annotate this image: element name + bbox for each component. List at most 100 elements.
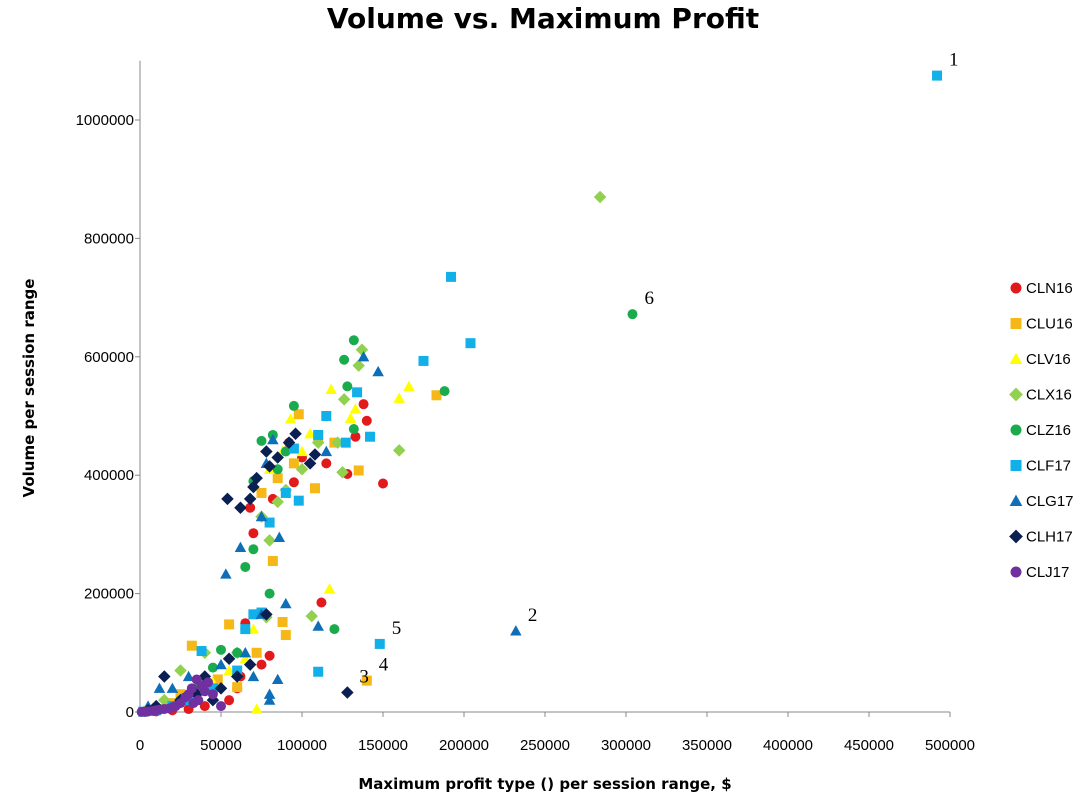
data-point bbox=[280, 487, 291, 498]
data-point bbox=[247, 670, 260, 682]
legend-item-clh17: CLH17 bbox=[1009, 529, 1073, 546]
data-point bbox=[295, 463, 309, 476]
data-point bbox=[282, 436, 296, 449]
data-point bbox=[313, 666, 324, 677]
data-point bbox=[372, 365, 384, 377]
data-point bbox=[431, 390, 442, 401]
data-point bbox=[248, 609, 259, 620]
data-point bbox=[264, 650, 275, 661]
data-point bbox=[352, 387, 363, 398]
data-point bbox=[263, 460, 276, 473]
annotation-label: 4 bbox=[379, 655, 389, 676]
data-point bbox=[255, 510, 268, 522]
data-point bbox=[264, 588, 275, 599]
data-point bbox=[234, 541, 247, 553]
data-point bbox=[280, 597, 292, 609]
y-tick-label: 800000 bbox=[84, 230, 134, 247]
data-point bbox=[136, 706, 147, 717]
data-point bbox=[232, 682, 243, 693]
annotation-label: 1 bbox=[949, 50, 959, 71]
legend-marker bbox=[1009, 529, 1023, 544]
legend-marker bbox=[1010, 424, 1022, 436]
data-point bbox=[350, 431, 361, 442]
data-point bbox=[273, 531, 286, 542]
data-point bbox=[243, 492, 257, 506]
legend-marker bbox=[1010, 282, 1022, 294]
data-point bbox=[239, 647, 252, 658]
legend-item-clf17: CLF17 bbox=[1010, 458, 1071, 475]
data-point bbox=[248, 544, 259, 555]
data-point bbox=[284, 413, 297, 424]
data-point bbox=[188, 698, 199, 709]
data-point bbox=[196, 646, 207, 657]
data-point bbox=[352, 359, 365, 372]
series-clj17 bbox=[136, 674, 226, 717]
x-tick-label: 350000 bbox=[682, 737, 732, 754]
data-point bbox=[308, 448, 322, 461]
data-point bbox=[240, 561, 251, 572]
y-tick-label: 0 bbox=[126, 704, 134, 721]
legend-item-clx16: CLX16 bbox=[1009, 387, 1072, 404]
chart-title: Volume vs. Maximum Profit bbox=[327, 2, 759, 35]
data-point bbox=[251, 647, 262, 658]
data-point bbox=[232, 647, 243, 658]
data-point bbox=[288, 477, 299, 488]
data-point bbox=[207, 662, 218, 673]
legend-label: CLF17 bbox=[1026, 458, 1071, 475]
data-point bbox=[344, 412, 357, 423]
data-point bbox=[247, 480, 260, 494]
data-point bbox=[627, 309, 638, 320]
legend-label: CLG17 bbox=[1026, 493, 1074, 510]
data-point bbox=[392, 444, 406, 457]
x-tick-label: 0 bbox=[136, 737, 144, 754]
data-point bbox=[212, 674, 223, 685]
data-point bbox=[247, 623, 260, 634]
x-tick-label: 250000 bbox=[520, 737, 570, 754]
data-point bbox=[263, 534, 276, 547]
x-tick-label: 150000 bbox=[358, 737, 408, 754]
data-point bbox=[510, 625, 522, 636]
data-point bbox=[465, 338, 476, 349]
data-point bbox=[439, 386, 450, 397]
data-point bbox=[378, 478, 388, 489]
data-point bbox=[280, 446, 291, 457]
annotation-label: 3 bbox=[359, 666, 369, 687]
data-point bbox=[224, 619, 235, 630]
data-point bbox=[267, 433, 279, 445]
data-point bbox=[348, 424, 359, 435]
data-point bbox=[216, 701, 226, 712]
legend-item-cln16: CLN16 bbox=[1010, 280, 1073, 297]
legend-item-clz16: CLZ16 bbox=[1010, 422, 1071, 439]
legend-marker bbox=[1009, 494, 1023, 507]
legend-marker bbox=[1010, 318, 1022, 329]
data-point bbox=[223, 664, 235, 676]
data-point bbox=[288, 458, 299, 469]
data-point bbox=[336, 465, 349, 479]
legend-marker bbox=[1009, 352, 1023, 365]
data-point bbox=[245, 502, 256, 513]
x-tick-label: 450000 bbox=[844, 737, 894, 754]
data-point bbox=[342, 381, 353, 392]
data-point bbox=[361, 415, 372, 426]
data-point bbox=[309, 483, 320, 494]
legend-label: CLU16 bbox=[1026, 316, 1073, 333]
data-point bbox=[174, 664, 187, 677]
legend-label: CLX16 bbox=[1026, 387, 1072, 404]
point-annotations: 1 2 345 6 bbox=[359, 50, 958, 688]
legend-marker bbox=[1009, 387, 1023, 402]
data-point bbox=[240, 624, 251, 635]
data-point bbox=[288, 443, 299, 454]
data-point bbox=[393, 392, 405, 403]
x-tick-label: 100000 bbox=[277, 737, 327, 754]
legend-item-clj17: CLJ17 bbox=[1010, 564, 1069, 581]
data-point bbox=[403, 380, 415, 391]
data-point bbox=[267, 556, 278, 567]
legend-label: CLH17 bbox=[1026, 529, 1073, 546]
data-point bbox=[271, 673, 284, 685]
data-point bbox=[305, 609, 318, 623]
data-point bbox=[358, 399, 369, 410]
data-point bbox=[224, 695, 235, 706]
data-point bbox=[288, 400, 299, 411]
data-point bbox=[263, 688, 276, 699]
